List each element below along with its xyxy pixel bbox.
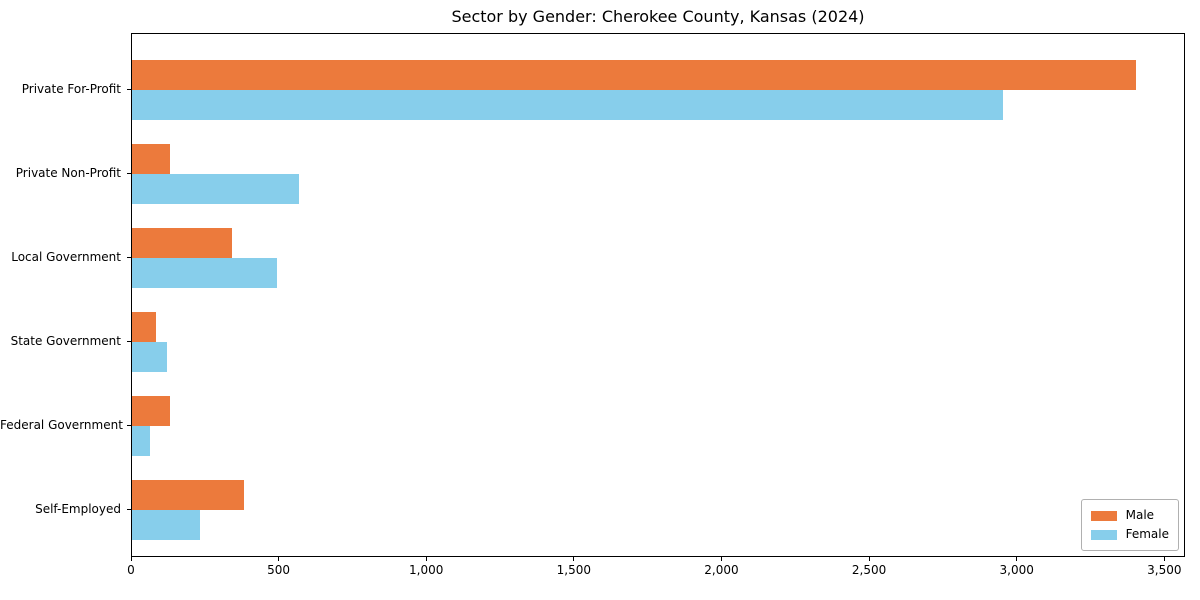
- y-axis-label: Local Government: [11, 249, 121, 264]
- x-tick-mark: [130, 557, 132, 561]
- bar-male-0: [132, 59, 1136, 90]
- bar-male-3: [132, 311, 156, 342]
- x-tick-mark: [425, 557, 427, 561]
- y-axis-label: Self-Employed: [35, 502, 121, 516]
- x-tick-mark: [278, 557, 280, 561]
- x-tick-mark: [1163, 557, 1165, 561]
- x-axis-label: 1,000: [409, 563, 444, 577]
- x-tick-mark: [720, 557, 722, 561]
- bar-male-2: [132, 227, 233, 258]
- plot-area: Male Female: [131, 33, 1185, 557]
- legend: Male Female: [1080, 499, 1179, 551]
- legend-entry-male: Male: [1090, 506, 1169, 525]
- bar-female-4: [132, 425, 150, 456]
- y-axis-label: Federal Government: [0, 417, 123, 432]
- y-axis-label: Private For-Profit: [21, 81, 121, 96]
- legend-entry-female: Female: [1090, 525, 1169, 544]
- bar-female-1: [132, 173, 299, 204]
- y-axis-label: Private Non-Profit: [15, 165, 121, 180]
- bar-female-0: [132, 89, 1003, 120]
- chart-title: Sector by Gender: Cherokee County, Kansa…: [451, 7, 865, 26]
- y-tick-mark: [127, 509, 131, 510]
- x-axis-label: 0: [127, 563, 135, 577]
- x-tick-mark: [868, 557, 870, 561]
- y-axis-label: State Government: [10, 333, 121, 348]
- legend-swatch-male: [1090, 510, 1117, 521]
- x-axis-label: 1,500: [556, 563, 592, 577]
- y-tick-mark: [127, 424, 131, 426]
- bar-male-1: [132, 143, 171, 174]
- bar-male-4: [132, 395, 171, 426]
- bar-female-3: [132, 341, 168, 372]
- x-tick-mark: [573, 557, 575, 561]
- legend-swatch-female: [1090, 529, 1117, 540]
- y-tick-mark: [127, 88, 131, 90]
- x-axis-label: 500: [267, 563, 291, 577]
- x-axis-label: 3,000: [999, 563, 1034, 577]
- x-axis-label: 2,500: [851, 563, 887, 577]
- y-tick-mark: [127, 256, 131, 258]
- bar-female-2: [132, 257, 277, 288]
- y-tick-mark: [127, 172, 131, 174]
- bar-female-5: [132, 510, 200, 540]
- legend-label-male: Male: [1125, 508, 1155, 522]
- x-axis-label: 2,000: [704, 563, 739, 577]
- y-tick-mark: [127, 340, 131, 342]
- x-axis-label: 3,500: [1147, 563, 1182, 577]
- bar-male-5: [132, 480, 245, 510]
- x-tick-mark: [1016, 557, 1018, 561]
- legend-label-female: Female: [1125, 527, 1169, 541]
